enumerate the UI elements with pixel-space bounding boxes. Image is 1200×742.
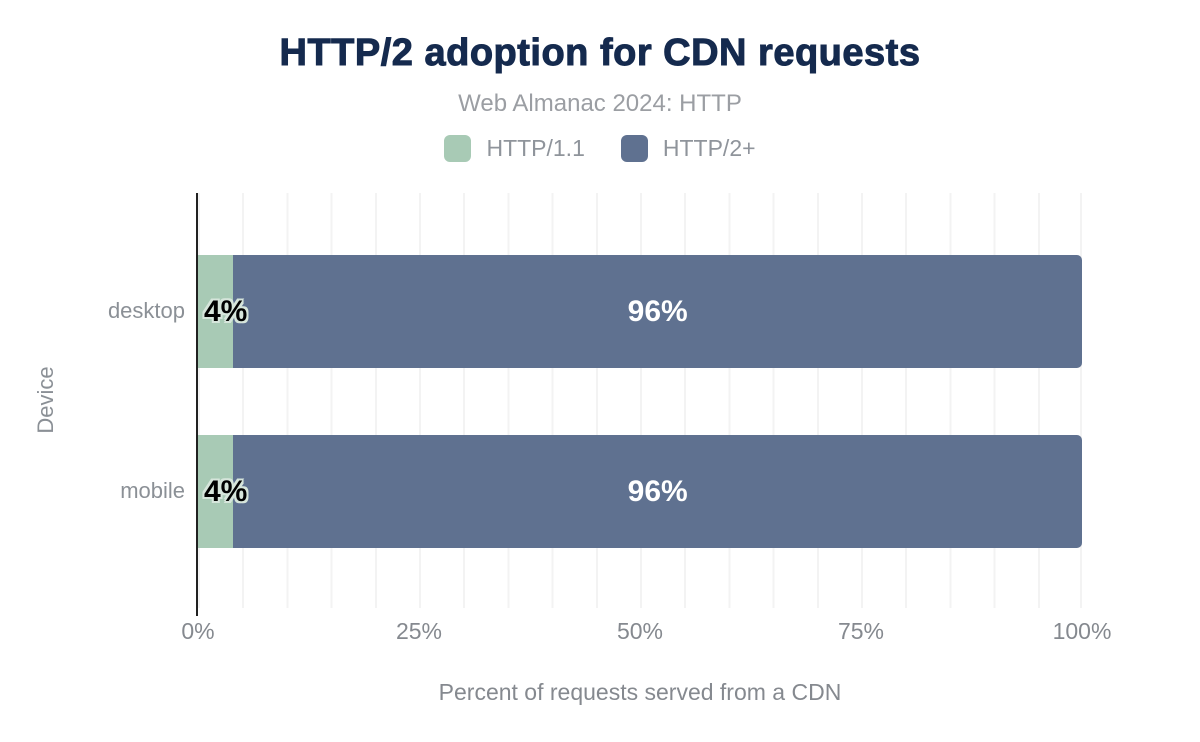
bar-segment-desktop-http2[interactable] (233, 255, 1082, 368)
value-label-desktop-http2: 96% (627, 294, 688, 328)
chart-subtitle: Web Almanac 2024: HTTP (458, 90, 742, 117)
x-tick-50: 50% (616, 618, 664, 644)
legend-swatch-http2-icon (620, 135, 648, 162)
bar-segment-mobile-http2[interactable] (233, 435, 1082, 548)
x-tick-100: 100% (1052, 618, 1112, 644)
plot-area: 4% 96% 4% 96% (196, 193, 1082, 616)
x-axis-title: Percent of requests served from a CDN (438, 679, 842, 705)
value-label-mobile-http2: 96% (627, 474, 688, 508)
bar-segment-mobile-http11[interactable] (198, 435, 234, 548)
x-tick-25: 25% (395, 618, 443, 644)
bar-segment-desktop-http11[interactable] (198, 255, 234, 368)
value-label-mobile-http11: 4% (204, 474, 248, 508)
x-tick-0: 0% (181, 618, 215, 644)
value-label-desktop-http11: 4% (204, 294, 248, 328)
legend-swatch-http11-icon (444, 135, 472, 162)
x-tick-75: 75% (837, 618, 885, 644)
y-axis-title: Device (33, 366, 58, 434)
legend-item-http2[interactable]: HTTP/2+ (620, 135, 756, 162)
chart-title: HTTP/2 adoption for CDN requests (279, 32, 921, 75)
x-axis-ticks: 0% 25% 50% 75% 100% (181, 618, 1111, 646)
legend: HTTP/1.1 HTTP/2+ (0, 135, 1200, 162)
legend-label-http11: HTTP/1.1 (486, 135, 585, 161)
bar-row-desktop: 4% 96% (198, 255, 1082, 368)
category-label-mobile: mobile (120, 478, 185, 503)
category-label-desktop: desktop (107, 298, 185, 323)
legend-label-http2: HTTP/2+ (662, 135, 756, 161)
legend-item-http11[interactable]: HTTP/1.1 (444, 135, 585, 162)
y-axis-line (196, 193, 198, 616)
bar-row-mobile: 4% 96% (198, 435, 1082, 548)
